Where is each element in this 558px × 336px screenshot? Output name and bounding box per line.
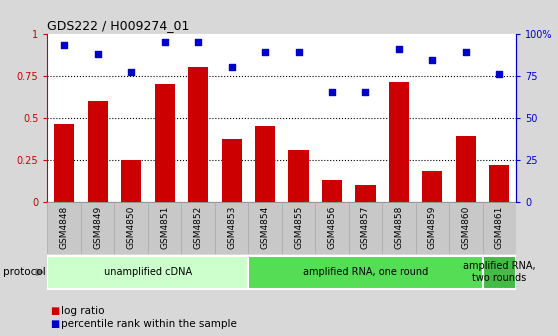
- Bar: [248, 202, 282, 254]
- Text: GSM4855: GSM4855: [294, 206, 303, 249]
- Text: GSM4859: GSM4859: [428, 206, 437, 249]
- Bar: [483, 202, 516, 254]
- Text: GSM4857: GSM4857: [361, 206, 370, 249]
- Bar: [355, 185, 376, 202]
- Text: amplified RNA, one round: amplified RNA, one round: [303, 267, 428, 277]
- Bar: [121, 160, 141, 202]
- Point: [294, 49, 303, 55]
- Bar: [322, 180, 342, 202]
- Text: percentile rank within the sample: percentile rank within the sample: [61, 319, 237, 329]
- Bar: [349, 202, 382, 254]
- Text: ■: ■: [50, 319, 60, 329]
- Bar: [148, 202, 181, 254]
- Bar: [248, 256, 483, 289]
- Text: GSM4851: GSM4851: [160, 206, 169, 249]
- Bar: [255, 126, 275, 202]
- Text: amplified RNA,
two rounds: amplified RNA, two rounds: [463, 261, 536, 283]
- Bar: [288, 150, 309, 202]
- Point: [127, 70, 136, 75]
- Bar: [483, 256, 516, 289]
- Bar: [181, 202, 215, 254]
- Text: GSM4858: GSM4858: [395, 206, 403, 249]
- Point: [495, 71, 504, 77]
- Text: GSM4856: GSM4856: [328, 206, 336, 249]
- Bar: [215, 202, 248, 254]
- Point: [227, 65, 236, 70]
- Bar: [456, 136, 476, 202]
- Bar: [54, 124, 74, 202]
- Text: protocol: protocol: [3, 267, 46, 277]
- Text: GDS222 / H009274_01: GDS222 / H009274_01: [47, 19, 190, 33]
- Point: [328, 90, 336, 95]
- Bar: [282, 202, 315, 254]
- Bar: [416, 202, 449, 254]
- Text: GSM4852: GSM4852: [194, 206, 203, 249]
- Point: [194, 39, 203, 45]
- Text: log ratio: log ratio: [61, 306, 105, 316]
- Text: GSM4848: GSM4848: [60, 206, 69, 249]
- Bar: [449, 202, 483, 254]
- Point: [160, 39, 169, 45]
- Bar: [188, 67, 208, 202]
- Text: GSM4861: GSM4861: [495, 206, 504, 249]
- Text: unamplified cDNA: unamplified cDNA: [104, 267, 192, 277]
- Point: [93, 51, 102, 56]
- Bar: [47, 202, 81, 254]
- Text: GSM4849: GSM4849: [93, 206, 102, 249]
- Point: [361, 90, 370, 95]
- Text: GSM4853: GSM4853: [227, 206, 236, 249]
- Bar: [81, 202, 114, 254]
- Bar: [315, 202, 349, 254]
- Point: [261, 49, 270, 55]
- Bar: [382, 202, 416, 254]
- Bar: [422, 171, 442, 202]
- Bar: [222, 139, 242, 202]
- Text: GSM4860: GSM4860: [461, 206, 470, 249]
- Bar: [155, 84, 175, 202]
- Point: [461, 49, 470, 55]
- Bar: [114, 202, 148, 254]
- Point: [428, 58, 437, 63]
- Text: ■: ■: [50, 306, 60, 316]
- Text: GSM4850: GSM4850: [127, 206, 136, 249]
- Bar: [88, 101, 108, 202]
- Bar: [489, 165, 509, 202]
- Bar: [389, 82, 409, 202]
- Point: [395, 46, 403, 51]
- Point: [60, 43, 69, 48]
- Text: GSM4854: GSM4854: [261, 206, 270, 249]
- Bar: [47, 256, 248, 289]
